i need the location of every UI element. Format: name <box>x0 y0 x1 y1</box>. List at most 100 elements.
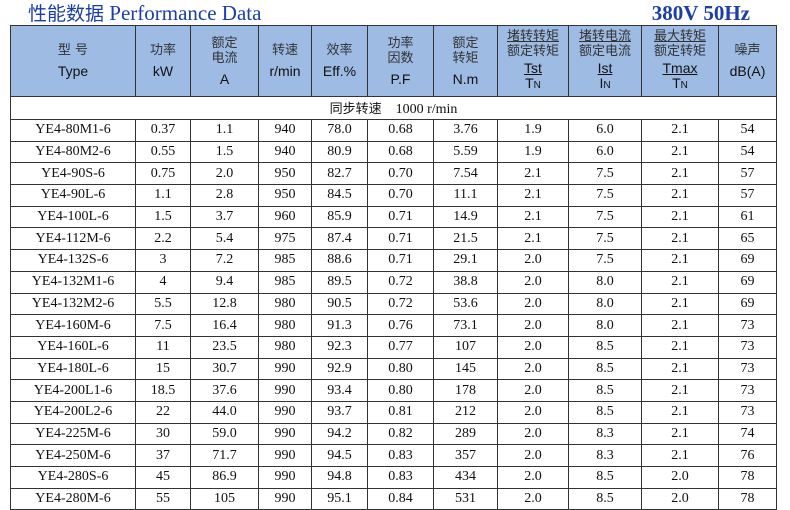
value-cell: 69 <box>718 270 777 294</box>
denominator-symbol: T <box>672 75 681 91</box>
header-cn-label: 转矩 <box>452 50 479 66</box>
value-cell: 2.1 <box>497 184 569 207</box>
header-cn-label: 噪声 <box>734 43 761 58</box>
header-cn-denominator: 额定电流 <box>578 44 631 59</box>
value-cell: 950 <box>258 162 312 186</box>
value-cell: 145 <box>433 357 498 381</box>
value-cell: 8.5 <box>568 400 642 424</box>
value-cell: 2.8 <box>190 184 259 207</box>
value-cell: 57 <box>718 162 777 186</box>
value-cell: 88.6 <box>311 249 368 272</box>
value-cell: 92.3 <box>311 335 368 359</box>
value-cell: 11 <box>135 335 191 359</box>
value-cell: 69 <box>718 292 777 316</box>
value-cell: 2.0 <box>497 314 569 337</box>
value-cell: 8.0 <box>568 270 642 294</box>
value-cell: 531 <box>433 487 498 510</box>
column-header: 额定 电流 A <box>190 25 259 97</box>
value-cell: 5.59 <box>433 140 498 164</box>
value-cell: 990 <box>258 379 312 402</box>
value-cell: 3.7 <box>190 205 259 229</box>
header-cn-denominator: 额定转矩 <box>653 44 706 59</box>
value-cell: 6.0 <box>568 140 642 164</box>
value-cell: 7.54 <box>433 162 498 186</box>
table-row: YE4-132S-6 3 7.2 985 88.6 0.71 29.1 2.0 7.5 2.1 69 <box>10 249 777 272</box>
column-header: 噪声 dB(A) <box>718 25 777 97</box>
value-cell: 0.80 <box>367 379 434 402</box>
value-cell: 7.5 <box>568 205 642 229</box>
header-ratio-numerator: Tmax <box>662 60 698 76</box>
column-header: 功率 kW <box>135 25 191 97</box>
value-cell: 2.1 <box>497 227 569 251</box>
value-cell: 7.2 <box>190 249 259 272</box>
value-cell: 8.5 <box>568 466 642 489</box>
value-cell: 61 <box>718 205 777 229</box>
value-cell: 960 <box>258 205 312 229</box>
value-cell: 8.5 <box>568 335 642 359</box>
model-cell: YE4-200L1-6 <box>10 379 136 402</box>
sync-speed-cell: 同步转速 1000 r/min <box>10 96 777 120</box>
denominator-subscript: N <box>533 80 541 91</box>
value-cell: 37.6 <box>190 379 259 402</box>
header-unit: A <box>219 70 230 87</box>
value-cell: 2.0 <box>641 466 719 489</box>
value-cell: 78 <box>718 466 777 489</box>
column-header: 型 号 Type <box>10 25 136 97</box>
value-cell: 91.3 <box>311 314 368 337</box>
value-cell: 980 <box>258 292 312 316</box>
value-cell: 2.0 <box>497 270 569 294</box>
value-cell: 30 <box>135 422 191 446</box>
value-cell: 76 <box>718 444 777 467</box>
value-cell: 2.2 <box>135 227 191 251</box>
header-unit: Type <box>57 63 89 79</box>
value-cell: 54 <box>718 140 777 164</box>
value-cell: 2.1 <box>497 162 569 186</box>
model-cell: YE4-132M2-6 <box>10 292 136 316</box>
value-cell: 29.1 <box>433 249 498 272</box>
value-cell: 985 <box>258 270 312 294</box>
header-row: 型 号 Type 功率 kW 额定 电流 A 转速 r/min 效率 Eff.% 功率 因数 P.F 额定转… <box>10 25 777 97</box>
header-unit: N.m <box>452 70 479 87</box>
table-row: YE4-100L-6 1.5 3.7 960 85.9 0.71 14.9 2.1 7.5 2.1… <box>10 205 777 229</box>
model-cell: YE4-132S-6 <box>10 249 136 272</box>
value-cell: 8.0 <box>568 292 642 316</box>
value-cell: 11.1 <box>433 184 498 207</box>
header-ratio-denominator: IN <box>569 76 641 93</box>
value-cell: 1.1 <box>135 184 191 207</box>
value-cell: 93.7 <box>311 400 368 424</box>
value-cell: 0.83 <box>367 444 434 467</box>
model-cell: YE4-280S-6 <box>10 466 136 489</box>
header-ratio-denominator: TN <box>642 76 718 93</box>
header-cn-label: 因数 <box>387 50 414 66</box>
performance-table: 型 号 Type 功率 kW 额定 电流 A 转速 r/min 效率 Eff.% 功率 因数 P.F 额定转… <box>10 25 777 510</box>
column-header: 额定 转矩 N.m <box>433 25 498 97</box>
value-cell: 2.1 <box>641 444 719 467</box>
table-row: YE4-112M-6 2.2 5.4 975 87.4 0.71 21.5 2.1 7.5 2.1… <box>10 227 777 251</box>
table-row: YE4-225M-6 30 59.0 990 94.2 0.82 289 2.0 8.3 2.1 7… <box>10 422 777 446</box>
value-cell: 69 <box>718 249 777 272</box>
table-row: YE4-80M2-6 0.55 1.5 940 80.9 0.68 5.59 1.9 6.0 2.… <box>10 140 777 164</box>
column-header: 堵转电流 额定电流 Ist IN <box>568 25 642 97</box>
value-cell: 1.5 <box>190 140 259 164</box>
value-cell: 975 <box>258 227 312 251</box>
value-cell: 92.9 <box>311 357 368 381</box>
page-title: 性能数据 Performance Data <box>28 1 261 26</box>
value-cell: 9.4 <box>190 270 259 294</box>
value-cell: 54 <box>718 119 777 142</box>
value-cell: 0.71 <box>367 227 434 251</box>
value-cell: 37 <box>135 444 191 467</box>
header-ratio-numerator: Ist <box>597 60 613 76</box>
model-cell: YE4-112M-6 <box>10 227 136 251</box>
sync-speed-row: 同步转速 1000 r/min <box>10 96 777 120</box>
model-cell: YE4-160L-6 <box>10 335 136 359</box>
value-cell: 22 <box>135 400 191 424</box>
value-cell: 7.5 <box>568 162 642 186</box>
header-cn-label: 额定 <box>211 35 238 51</box>
value-cell: 980 <box>258 314 312 337</box>
value-cell: 940 <box>258 119 312 142</box>
value-cell: 73 <box>718 335 777 359</box>
value-cell: 990 <box>258 487 312 510</box>
value-cell: 44.0 <box>190 400 259 424</box>
value-cell: 105 <box>190 487 259 510</box>
value-cell: 2.0 <box>497 379 569 402</box>
